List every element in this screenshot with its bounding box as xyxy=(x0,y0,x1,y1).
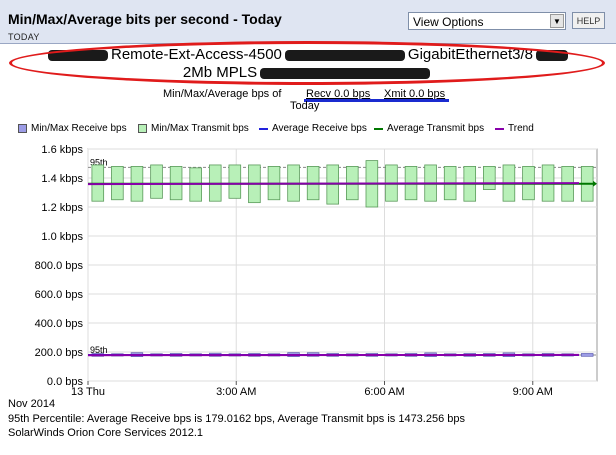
y-tick-label: 1.6 kbps xyxy=(41,144,83,156)
caption-period: Today xyxy=(290,100,320,112)
legend-label: Trend xyxy=(508,123,534,134)
y-tick-label: 800.0 bps xyxy=(35,260,84,272)
transmit-minmax-bar xyxy=(150,164,163,199)
footer-product: SolarWinds Orion Core Services 2012.1 xyxy=(8,427,204,439)
x-tick-label: 13 Thu xyxy=(71,386,105,398)
y-tick-label: 0.0 bps xyxy=(47,376,84,388)
blue-annotation-underline xyxy=(304,99,449,102)
legend-swatch-trend xyxy=(495,128,504,130)
legend-swatch-minmax-transmit xyxy=(138,124,147,133)
y-tick-label: 1.4 kbps xyxy=(41,173,83,185)
legend-label: Min/Max Transmit bps xyxy=(151,123,249,134)
node-name-part1: Remote-Ext-Access-4500 xyxy=(111,46,282,63)
resource-header: Min/Max/Average bits per second - Today … xyxy=(0,0,616,44)
xmit-link[interactable]: Xmit 0.0 bps xyxy=(384,88,446,100)
transmit-minmax-bar xyxy=(228,164,242,199)
transmit-minmax-bar xyxy=(483,165,496,191)
resource-title: Min/Max/Average bits per second - Today xyxy=(8,11,282,27)
node-name-part3: 2Mb MPLS xyxy=(182,64,258,81)
redaction-scribble xyxy=(48,49,108,61)
legend-label: Min/Max Receive bps xyxy=(31,123,127,134)
view-options-value: View Options xyxy=(413,15,484,29)
x-tick-label: 6:00 AM xyxy=(364,386,404,398)
avg-transmit-arrow xyxy=(593,180,597,187)
node-interface-name: Remote-Ext-Access-4500 GigabitEthernet3/8… xyxy=(0,46,616,82)
recv-link[interactable]: Recv 0.0 bps xyxy=(306,88,371,100)
footer-percentile: 95th Percentile: Average Receive bps is … xyxy=(8,413,465,425)
receive-minmax-bar xyxy=(581,353,594,357)
trend-transmit-line xyxy=(87,182,580,186)
node-name-part2: GigabitEthernet3/8 xyxy=(407,46,533,63)
legend-swatch-avg-receive xyxy=(259,128,268,130)
caption-prefix: Min/Max/Average bps of xyxy=(163,88,282,100)
y-tick-label: 200.0 bps xyxy=(35,347,84,359)
resource-subtitle: TODAY xyxy=(8,32,40,42)
footer-date: Nov 2014 xyxy=(8,398,56,410)
legend-swatch-avg-transmit xyxy=(374,128,383,130)
y-tick-label: 600.0 bps xyxy=(35,289,84,301)
percentile-label: 95th xyxy=(90,345,108,355)
legend-label: Average Transmit bps xyxy=(387,123,485,134)
bps-chart: 95th 95th 0.0 bps 200.0 bps 400.0 bps 600.0 … xyxy=(35,144,598,398)
legend-swatch-minmax-receive xyxy=(18,124,27,133)
redaction-scribble xyxy=(260,67,431,79)
view-options-select[interactable]: View Options ▼ xyxy=(408,12,566,30)
legend-label: Average Receive bps xyxy=(272,123,367,134)
redaction-scribble xyxy=(284,49,405,61)
y-tick-label: 400.0 bps xyxy=(35,318,84,330)
y-tick-label: 1.2 kbps xyxy=(41,202,83,214)
y-tick-label: 1.0 kbps xyxy=(41,231,83,243)
x-tick-label: 9:00 AM xyxy=(513,386,553,398)
redaction-scribble xyxy=(536,49,568,61)
chevron-down-icon[interactable]: ▼ xyxy=(550,14,564,28)
percentile-label: 95th xyxy=(90,157,108,167)
x-tick-label: 3:00 AM xyxy=(216,386,256,398)
help-button[interactable]: HELP xyxy=(572,12,605,29)
